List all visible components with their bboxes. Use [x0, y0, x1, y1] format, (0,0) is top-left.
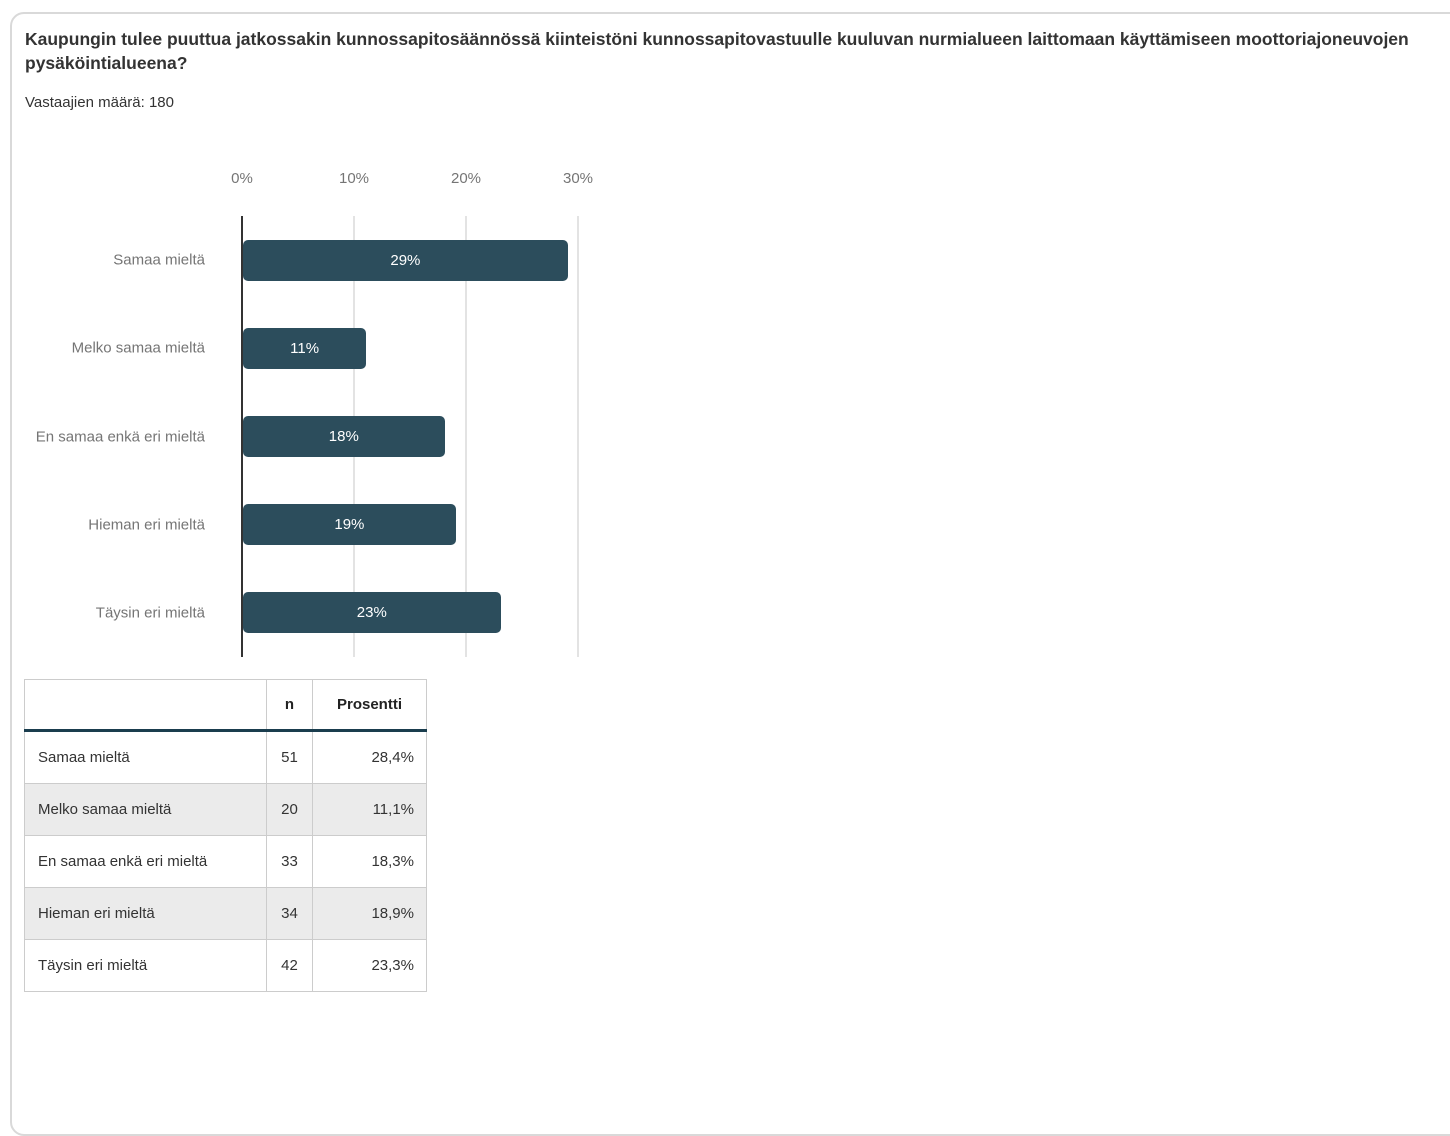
table-row: Samaa mieltä 51 28,4% [24, 730, 427, 784]
x-tick-label: 20% [450, 170, 482, 187]
table-header-prosentti: Prosentti [312, 679, 427, 732]
bar-value-label: 11% [290, 339, 320, 357]
table-header-n: n [266, 679, 313, 732]
bar: 29% [243, 239, 568, 281]
table-cell-prosentti: 18,3% [312, 835, 427, 888]
table-row: Hieman eri mieltä 34 18,9% [24, 887, 427, 940]
table-cell-label: Samaa mieltä [24, 730, 267, 784]
x-tick-label: 0% [231, 170, 253, 187]
plot-area: 29% 11% 18% 19% 23% [241, 216, 579, 657]
respondent-count: Vastaajien määrä: 180 [25, 94, 174, 111]
x-tick-label: 10% [338, 170, 370, 187]
table-body: Samaa mieltä 51 28,4% Melko samaa mieltä 20 1… [24, 730, 427, 992]
bar-value-label: 19% [334, 516, 365, 534]
bar-value-label: 29% [390, 251, 421, 269]
category-label: Hieman eri mieltä [88, 516, 205, 534]
bar-value-label: 23% [356, 604, 387, 622]
bar: 11% [243, 327, 367, 369]
bar-value-label: 18% [328, 428, 359, 445]
table-header-row: n Prosentti [24, 679, 427, 732]
table-cell-prosentti: 11,1% [312, 783, 427, 836]
table-cell-label: Melko samaa mieltä [24, 783, 267, 836]
table-cell-prosentti: 28,4% [312, 730, 427, 784]
table-row: En samaa enkä eri mieltä 33 18,3% [24, 835, 427, 888]
table-row: Melko samaa mieltä 20 11,1% [24, 783, 427, 836]
table-cell-prosentti: 23,3% [312, 939, 427, 992]
category-label: Täysin eri mieltä [95, 604, 205, 622]
category-label: Samaa mieltä [113, 251, 205, 269]
table-cell-label: Täysin eri mieltä [24, 939, 267, 992]
table-cell-n: 42 [266, 939, 313, 992]
table-cell-n: 33 [266, 835, 313, 888]
results-table: n Prosentti Samaa mieltä 51 28,4% Melko sam… [24, 679, 427, 992]
gridline [577, 216, 579, 657]
category-label: En samaa enkä eri mieltä [35, 428, 205, 445]
table-cell-label: Hieman eri mieltä [24, 887, 267, 940]
x-tick-label: 30% [562, 170, 594, 187]
bar: 18% [243, 416, 445, 457]
table-cell-label: En samaa enkä eri mieltä [24, 835, 267, 888]
y-axis-line [241, 216, 243, 657]
table-cell-n: 51 [266, 730, 313, 784]
question-title: Kaupungin tulee puuttua jatkossakin kunn… [25, 29, 1409, 73]
table-cell-n: 34 [266, 887, 313, 940]
table-cell-n: 20 [266, 783, 313, 836]
bar: 19% [243, 504, 456, 546]
gridline [465, 216, 467, 657]
table-cell-prosentti: 18,9% [312, 887, 427, 940]
table-row: Täysin eri mieltä 42 23,3% [24, 939, 427, 992]
bar-chart: 0% 10% 20% 30% 29% 11% 18% 19% 23% Samaa mieltä… [35, 170, 594, 657]
category-label: Melko samaa mieltä [71, 339, 205, 357]
bar: 23% [243, 592, 501, 634]
table-header-empty [24, 679, 267, 732]
